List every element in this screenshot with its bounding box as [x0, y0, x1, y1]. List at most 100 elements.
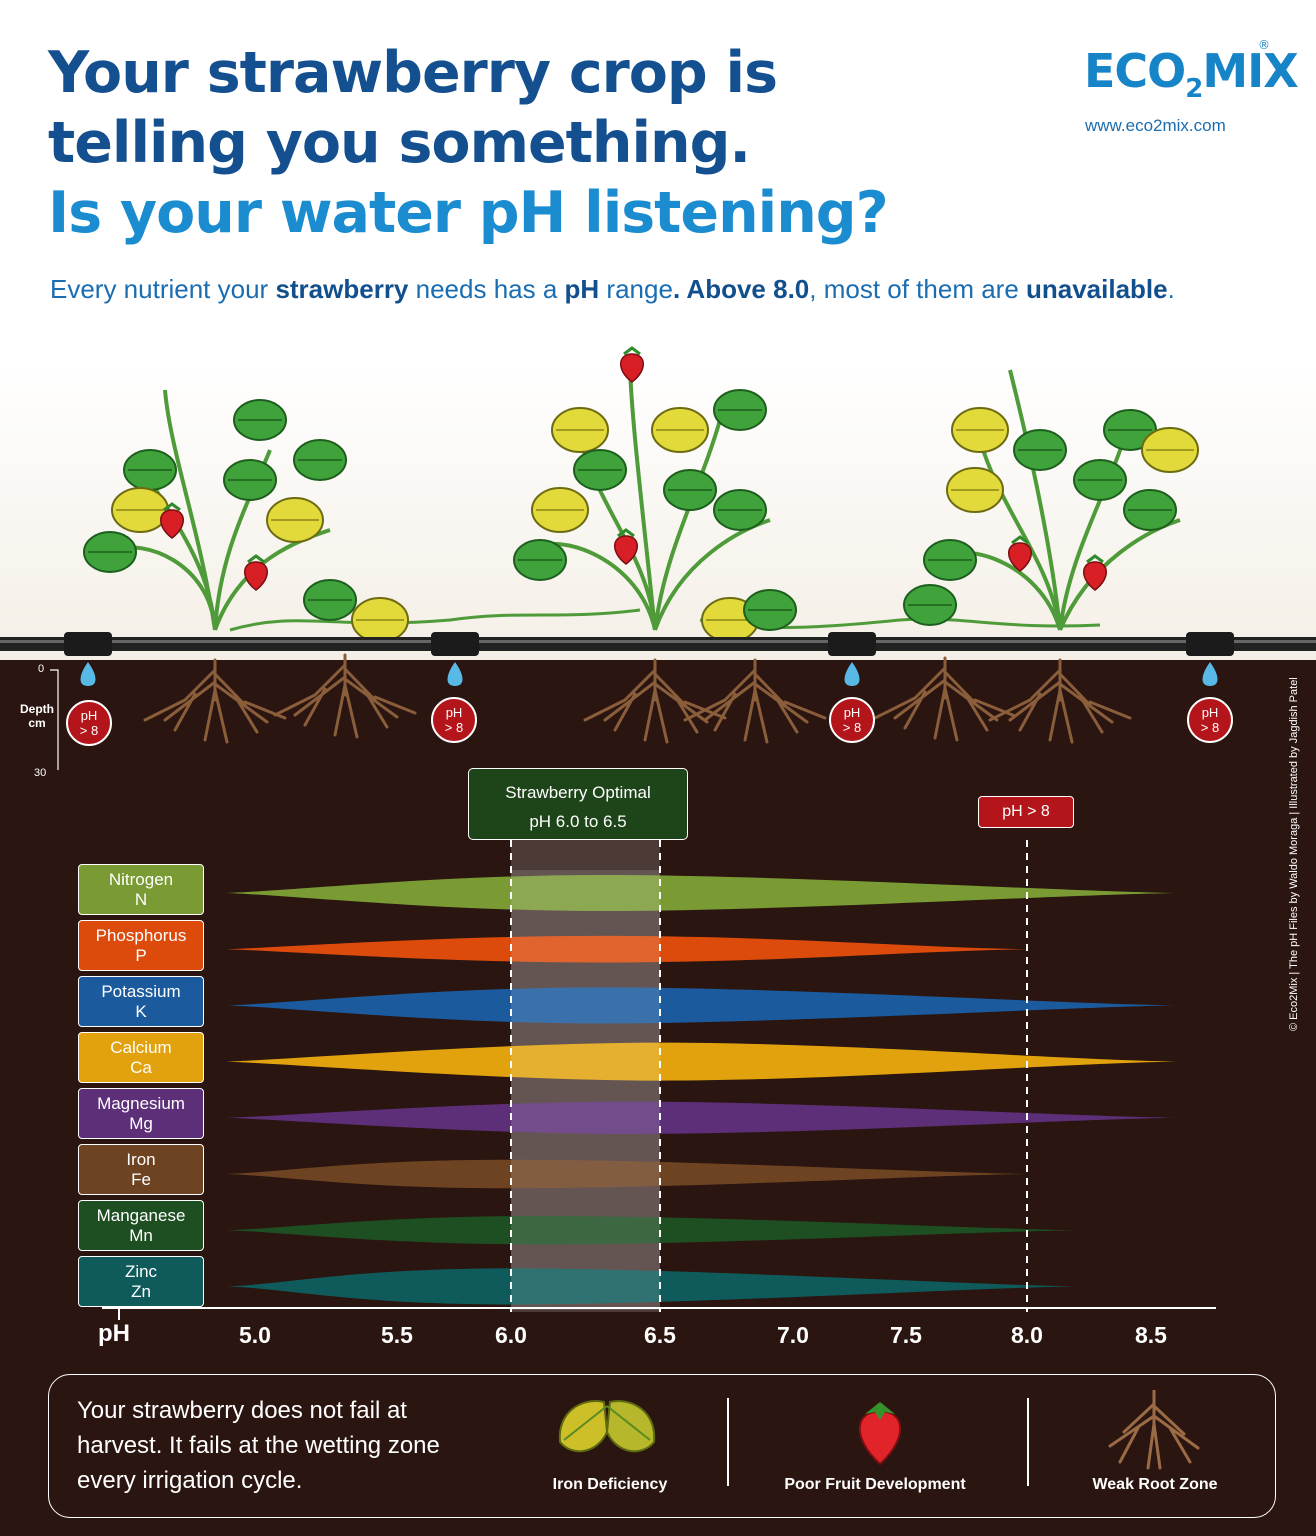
drip-line-highlight: [0, 640, 1316, 643]
subtitle-above-8: . Above 8.0: [672, 274, 810, 304]
depth-label-unit: cm: [28, 716, 46, 730]
nutrient-symbol: N: [134, 890, 148, 909]
logo-text-eco: ECO: [1084, 44, 1186, 98]
nutrient-label-zinc: Zinc Zn: [78, 1256, 204, 1307]
nutrient-label-manganese: Manganese Mn: [78, 1200, 204, 1251]
iron-deficiency-label: Iron Deficiency: [552, 1476, 668, 1493]
series-band-phosphorus: [226, 935, 1028, 963]
weak-root-label: Weak Root Zone: [1092, 1476, 1218, 1493]
logo-text-mix: MIX: [1202, 44, 1298, 98]
subtitle-part: Every nutrient your: [50, 274, 276, 304]
ph-badge-line2: > 8: [842, 720, 862, 735]
series-band-iron: [226, 1159, 1028, 1189]
x-tick-label: 5.0: [239, 1322, 271, 1348]
headline-line-1: Your strawberry crop is: [48, 40, 778, 106]
ph-badge-line2: > 8: [444, 720, 464, 735]
series-band-magnesium: [226, 1101, 1176, 1134]
x-tick-label: 7.5: [890, 1322, 922, 1348]
nutrient-symbol: K: [135, 1002, 147, 1021]
nutrient-symbol: Zn: [131, 1282, 151, 1301]
x-axis-title: pH: [98, 1320, 130, 1347]
nutrient-symbol: Ca: [130, 1058, 152, 1077]
nutrient-name: Potassium: [101, 982, 181, 1001]
nutrient-name: Manganese: [96, 1206, 186, 1225]
x-tick-label: 6.5: [644, 1322, 676, 1348]
subtitle-part: needs has a: [408, 274, 565, 304]
ph-badge-line2: > 8: [1200, 720, 1220, 735]
optimal-title: Strawberry Optimal: [505, 783, 651, 802]
subtitle: Every nutrient your strawberry needs has…: [50, 274, 1175, 305]
ph-badge: pH > 8: [829, 697, 875, 743]
brand-url: www.eco2mix.com: [1085, 116, 1226, 135]
ph-badge: pH > 8: [1187, 697, 1233, 743]
optimal-band-overlay: [511, 870, 660, 1310]
optimal-range: pH 6.0 to 6.5: [529, 812, 627, 831]
series-band-zinc: [226, 1268, 1077, 1305]
strawberry-field-illustration: [0, 346, 1316, 770]
nutrient-label-calcium: Calcium Ca: [78, 1032, 204, 1083]
separator: [1027, 1398, 1029, 1486]
x-tick-label: 7.0: [777, 1322, 809, 1348]
x-tick-label: 5.5: [381, 1322, 413, 1348]
nutrient-label-iron: Iron Fe: [78, 1144, 204, 1195]
logo-text-2: 2: [1185, 74, 1203, 105]
optimal-range-label: Strawberry Optimal pH 6.0 to 6.5: [468, 768, 688, 840]
nutrient-symbol: Mn: [129, 1226, 153, 1245]
ph-badge: pH > 8: [431, 697, 477, 743]
summary-message: Your strawberry does not fail at harvest…: [77, 1397, 440, 1494]
subtitle-part: , most of them are: [809, 274, 1026, 304]
ph-badge: pH > 8: [66, 700, 112, 746]
nutrient-label-phosphorus: Phosphorus P: [78, 920, 204, 971]
depth-label-word: Depth: [20, 702, 54, 716]
strawberry-plant-right: [923, 369, 1199, 744]
poor-fruit-label: Poor Fruit Development: [784, 1476, 966, 1493]
strawberry-plant-center: [513, 346, 771, 744]
x-tick-label: 6.0: [495, 1322, 527, 1348]
ph-badge-line1: pH: [445, 705, 463, 720]
ph-badge-line2: > 8: [79, 723, 99, 738]
ph-badge-line1: pH: [1201, 705, 1219, 720]
strawberry-plant-left: [83, 389, 347, 744]
series-band-calcium: [226, 1042, 1176, 1081]
headline-line-3: Is your water pH listening?: [48, 180, 889, 246]
separator: [727, 1398, 729, 1486]
nutrient-symbol: Fe: [131, 1170, 151, 1189]
series-band-nitrogen: [226, 874, 1176, 912]
ph-8-marker-label: pH > 8: [978, 796, 1074, 828]
headline: Your strawberry crop is telling you some…: [48, 38, 889, 248]
depth-scale: [50, 669, 59, 770]
nutrient-label-magnesium: Magnesium Mg: [78, 1088, 204, 1139]
series-band-potassium: [226, 987, 1176, 1024]
sky-background: [0, 0, 1316, 660]
subtitle-part: range: [599, 274, 673, 304]
nutrient-label-potassium: Potassium K: [78, 976, 204, 1027]
series-band-manganese: [226, 1215, 1077, 1245]
strawberry-fruit-icon: [858, 1402, 902, 1466]
nutrient-symbol: P: [135, 946, 147, 965]
nutrient-name: Zinc: [124, 1262, 158, 1281]
nutrient-name: Magnesium: [97, 1094, 185, 1113]
depth-axis-label: Depth cm: [20, 702, 54, 730]
x-tick-label: 8.5: [1135, 1322, 1167, 1348]
brand-logo: ECO2MIX ®: [1084, 38, 1299, 105]
nutrient-label-nitrogen: Nitrogen N: [78, 864, 204, 915]
nutrient-availability-chart: [102, 840, 1216, 1320]
depth-bottom-label: 30: [34, 767, 47, 779]
ph-badge-line1: pH: [80, 708, 98, 723]
registered-mark: ®: [1258, 38, 1270, 52]
subtitle-part: .: [1167, 274, 1175, 304]
subtitle-unavailable: unavailable: [1026, 274, 1168, 304]
subtitle-ph: pH: [564, 274, 600, 304]
root-icon: [1108, 1390, 1200, 1470]
summary-panel: [48, 1374, 1276, 1518]
nutrient-name: Calcium: [110, 1038, 172, 1057]
credit-line: © Eco2Mix | The pH Files by Waldo Moraga…: [1288, 677, 1300, 1031]
nutrient-name: Nitrogen: [108, 870, 174, 889]
ph-badge-line1: pH: [843, 705, 861, 720]
nutrient-name: Iron: [126, 1150, 156, 1169]
x-tick-label: 8.0: [1011, 1322, 1043, 1348]
drip-line: [0, 637, 1316, 651]
subtitle-strawberry: strawberry: [275, 274, 409, 304]
iron-deficiency-leaf-icon: [558, 1400, 656, 1453]
nutrient-name: Phosphorus: [95, 926, 187, 945]
